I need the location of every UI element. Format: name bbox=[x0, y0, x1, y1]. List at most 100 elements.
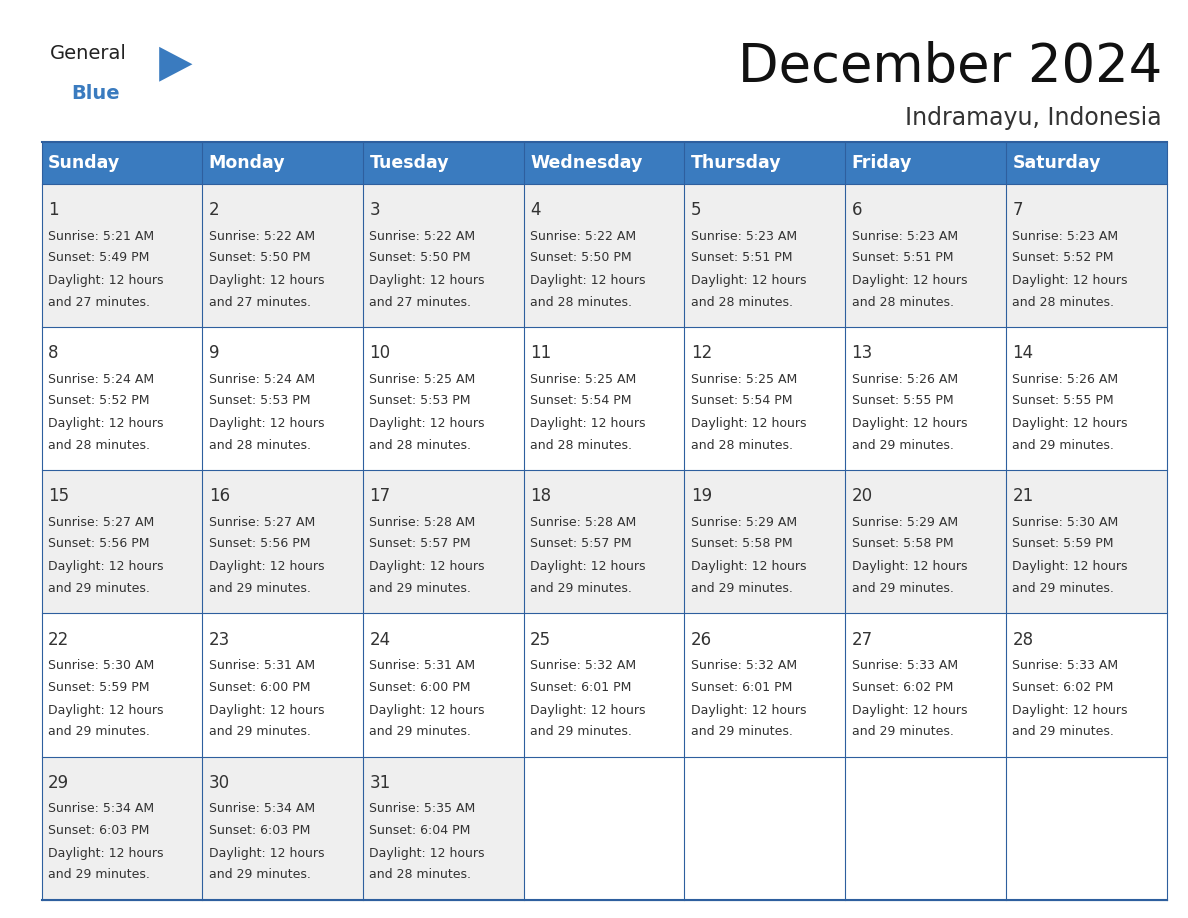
Text: Sunrise: 5:21 AM: Sunrise: 5:21 AM bbox=[48, 230, 154, 242]
Text: and 28 minutes.: and 28 minutes. bbox=[530, 439, 632, 452]
Text: Blue: Blue bbox=[71, 84, 120, 104]
Text: Sunset: 6:03 PM: Sunset: 6:03 PM bbox=[48, 823, 150, 837]
Text: Sunrise: 5:30 AM: Sunrise: 5:30 AM bbox=[48, 659, 154, 672]
Text: and 29 minutes.: and 29 minutes. bbox=[691, 582, 792, 595]
Bar bbox=[684, 327, 845, 470]
Text: Daylight: 12 hours: Daylight: 12 hours bbox=[209, 560, 324, 574]
Text: and 29 minutes.: and 29 minutes. bbox=[1012, 725, 1114, 738]
Text: 18: 18 bbox=[530, 487, 551, 506]
Text: Sunrise: 5:29 AM: Sunrise: 5:29 AM bbox=[691, 516, 797, 529]
Text: Daylight: 12 hours: Daylight: 12 hours bbox=[369, 703, 485, 717]
Text: 19: 19 bbox=[691, 487, 712, 506]
Text: Daylight: 12 hours: Daylight: 12 hours bbox=[48, 703, 164, 717]
Text: 9: 9 bbox=[209, 344, 220, 363]
Text: 11: 11 bbox=[530, 344, 551, 363]
Text: 22: 22 bbox=[48, 631, 69, 648]
Text: Sunset: 5:56 PM: Sunset: 5:56 PM bbox=[209, 538, 310, 551]
Text: 30: 30 bbox=[209, 774, 229, 791]
Bar bbox=[364, 184, 524, 327]
Text: Daylight: 12 hours: Daylight: 12 hours bbox=[48, 560, 164, 574]
Bar bbox=[364, 613, 524, 756]
Text: Sunrise: 5:30 AM: Sunrise: 5:30 AM bbox=[1012, 516, 1119, 529]
Text: Monday: Monday bbox=[209, 154, 285, 172]
Text: Sunset: 5:57 PM: Sunset: 5:57 PM bbox=[369, 538, 472, 551]
Text: Sunrise: 5:28 AM: Sunrise: 5:28 AM bbox=[530, 516, 637, 529]
Text: Sunrise: 5:33 AM: Sunrise: 5:33 AM bbox=[1012, 659, 1118, 672]
Text: and 29 minutes.: and 29 minutes. bbox=[209, 725, 310, 738]
Text: December 2024: December 2024 bbox=[738, 41, 1162, 94]
Text: Sunrise: 5:31 AM: Sunrise: 5:31 AM bbox=[369, 659, 475, 672]
Text: and 29 minutes.: and 29 minutes. bbox=[209, 582, 310, 595]
Bar bbox=[364, 470, 524, 613]
Text: Daylight: 12 hours: Daylight: 12 hours bbox=[852, 418, 967, 431]
Bar bbox=[845, 184, 1006, 327]
Text: and 28 minutes.: and 28 minutes. bbox=[691, 439, 792, 452]
Text: Sunrise: 5:33 AM: Sunrise: 5:33 AM bbox=[852, 659, 958, 672]
Text: and 28 minutes.: and 28 minutes. bbox=[852, 296, 954, 308]
Text: Sunrise: 5:25 AM: Sunrise: 5:25 AM bbox=[691, 373, 797, 386]
Text: 27: 27 bbox=[852, 631, 873, 648]
Text: Sunset: 5:53 PM: Sunset: 5:53 PM bbox=[209, 395, 310, 408]
Text: Daylight: 12 hours: Daylight: 12 hours bbox=[369, 418, 485, 431]
Bar bbox=[42, 327, 202, 470]
Text: 2: 2 bbox=[209, 201, 220, 219]
Text: 8: 8 bbox=[48, 344, 58, 363]
Text: and 28 minutes.: and 28 minutes. bbox=[369, 868, 472, 881]
Text: and 29 minutes.: and 29 minutes. bbox=[48, 725, 150, 738]
Text: Daylight: 12 hours: Daylight: 12 hours bbox=[209, 703, 324, 717]
Text: Sunrise: 5:32 AM: Sunrise: 5:32 AM bbox=[691, 659, 797, 672]
Text: Sunset: 5:50 PM: Sunset: 5:50 PM bbox=[209, 252, 310, 264]
Text: and 29 minutes.: and 29 minutes. bbox=[852, 725, 954, 738]
Text: 6: 6 bbox=[852, 201, 862, 219]
Text: 5: 5 bbox=[691, 201, 701, 219]
Text: Sunrise: 5:22 AM: Sunrise: 5:22 AM bbox=[530, 230, 637, 242]
Text: Sunset: 5:56 PM: Sunset: 5:56 PM bbox=[48, 538, 150, 551]
Bar bbox=[684, 470, 845, 613]
Bar bbox=[524, 142, 684, 184]
Text: 24: 24 bbox=[369, 631, 391, 648]
Text: and 27 minutes.: and 27 minutes. bbox=[209, 296, 311, 308]
Text: Daylight: 12 hours: Daylight: 12 hours bbox=[48, 418, 164, 431]
Text: Daylight: 12 hours: Daylight: 12 hours bbox=[530, 703, 645, 717]
Text: Daylight: 12 hours: Daylight: 12 hours bbox=[691, 560, 807, 574]
Text: and 29 minutes.: and 29 minutes. bbox=[530, 725, 632, 738]
Bar bbox=[524, 184, 684, 327]
Text: Daylight: 12 hours: Daylight: 12 hours bbox=[48, 274, 164, 287]
Text: and 29 minutes.: and 29 minutes. bbox=[209, 868, 310, 881]
Bar bbox=[364, 756, 524, 900]
Text: and 29 minutes.: and 29 minutes. bbox=[48, 582, 150, 595]
Text: and 27 minutes.: and 27 minutes. bbox=[369, 296, 472, 308]
Text: Daylight: 12 hours: Daylight: 12 hours bbox=[369, 846, 485, 859]
Text: Sunrise: 5:35 AM: Sunrise: 5:35 AM bbox=[369, 802, 475, 815]
Text: Thursday: Thursday bbox=[691, 154, 782, 172]
Text: Sunset: 5:53 PM: Sunset: 5:53 PM bbox=[369, 395, 470, 408]
Text: 13: 13 bbox=[852, 344, 873, 363]
Text: Sunrise: 5:32 AM: Sunrise: 5:32 AM bbox=[530, 659, 637, 672]
Bar bbox=[524, 470, 684, 613]
Text: and 29 minutes.: and 29 minutes. bbox=[369, 725, 472, 738]
Text: and 29 minutes.: and 29 minutes. bbox=[1012, 439, 1114, 452]
Text: Sunrise: 5:29 AM: Sunrise: 5:29 AM bbox=[852, 516, 958, 529]
Text: and 27 minutes.: and 27 minutes. bbox=[48, 296, 150, 308]
Text: Sunrise: 5:26 AM: Sunrise: 5:26 AM bbox=[852, 373, 958, 386]
Text: Sunset: 6:04 PM: Sunset: 6:04 PM bbox=[369, 823, 470, 837]
Bar bbox=[42, 613, 202, 756]
Text: and 29 minutes.: and 29 minutes. bbox=[369, 582, 472, 595]
Text: Indramayu, Indonesia: Indramayu, Indonesia bbox=[905, 106, 1162, 129]
Text: 15: 15 bbox=[48, 487, 69, 506]
Bar bbox=[524, 613, 684, 756]
Text: Sunday: Sunday bbox=[48, 154, 120, 172]
Text: Sunrise: 5:27 AM: Sunrise: 5:27 AM bbox=[209, 516, 315, 529]
Text: Sunset: 6:02 PM: Sunset: 6:02 PM bbox=[1012, 680, 1113, 694]
Text: Daylight: 12 hours: Daylight: 12 hours bbox=[209, 418, 324, 431]
Text: Daylight: 12 hours: Daylight: 12 hours bbox=[691, 703, 807, 717]
Text: Sunrise: 5:28 AM: Sunrise: 5:28 AM bbox=[369, 516, 475, 529]
Text: Sunset: 6:02 PM: Sunset: 6:02 PM bbox=[852, 680, 953, 694]
Bar bbox=[845, 470, 1006, 613]
Text: Sunrise: 5:23 AM: Sunrise: 5:23 AM bbox=[852, 230, 958, 242]
Text: Sunset: 5:52 PM: Sunset: 5:52 PM bbox=[48, 395, 150, 408]
Text: and 29 minutes.: and 29 minutes. bbox=[691, 725, 792, 738]
Text: Daylight: 12 hours: Daylight: 12 hours bbox=[1012, 274, 1127, 287]
Text: Daylight: 12 hours: Daylight: 12 hours bbox=[1012, 418, 1127, 431]
Text: Sunset: 5:52 PM: Sunset: 5:52 PM bbox=[1012, 252, 1114, 264]
